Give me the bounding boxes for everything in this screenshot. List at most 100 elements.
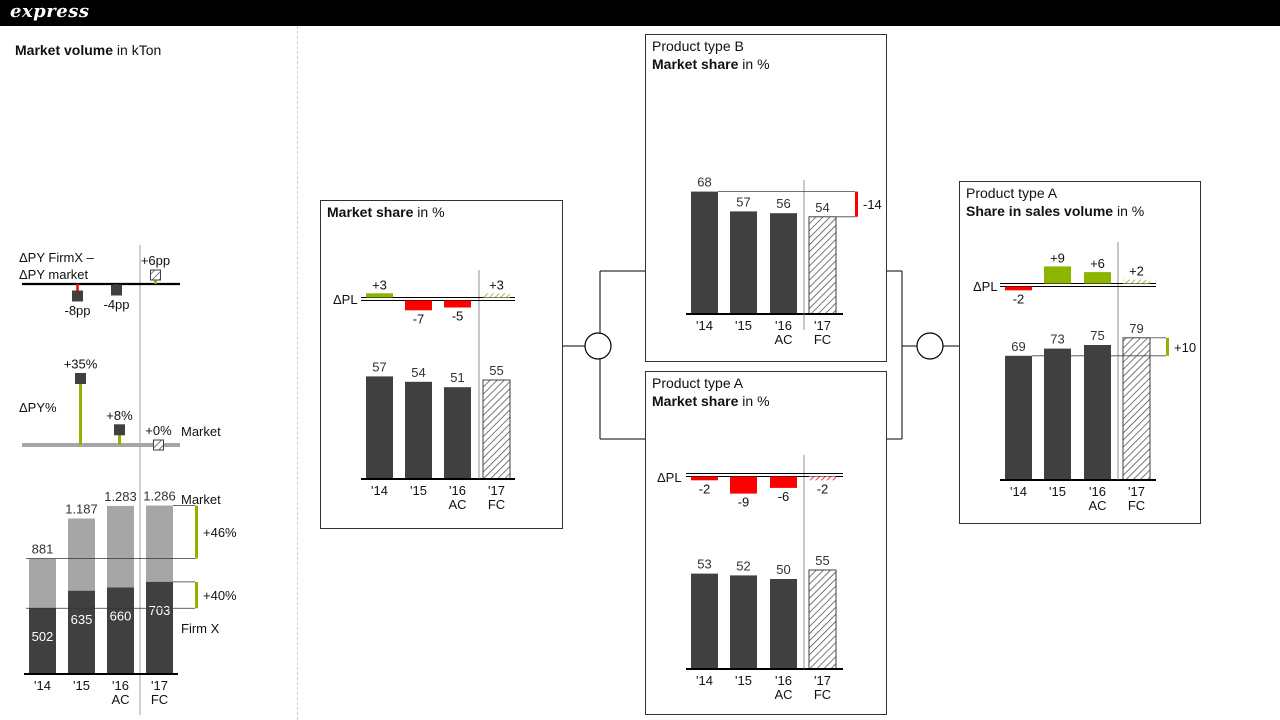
panel-product-a-line1: Product type A	[652, 375, 744, 391]
dpy-marker-1	[75, 373, 86, 384]
volume-category-3: '17	[151, 678, 168, 693]
dpl-label-product-a-sales-share-1: +9	[1050, 250, 1065, 265]
firm-diff-label: +40%	[203, 588, 237, 603]
dpl-bar-product-a-market-share-2	[770, 476, 797, 488]
diff-label-product-a-sales-share: +10	[1174, 340, 1196, 355]
dpp-label-line1: ΔPY FirmX –	[19, 250, 94, 265]
category-sub-product-a-market-share-3: FC	[814, 687, 831, 702]
panel-product-b: Product type B Market share in %	[645, 34, 887, 362]
value-label-product-a-sales-share-1: 73	[1050, 332, 1064, 347]
panel-sales-volume-title-bold: Share in sales volume	[966, 203, 1114, 219]
panel-product-b-title: Market share in %	[652, 56, 770, 72]
category-sub-market-share-2: AC	[448, 497, 466, 512]
dpl-label-market-share-2: -5	[452, 309, 464, 324]
value-label-market-share-3: 55	[489, 363, 503, 378]
category-sub-market-share-3: FC	[488, 497, 505, 512]
bar-market-share-1	[405, 381, 432, 479]
dpl-label-product-a-market-share-3: -2	[817, 481, 829, 496]
category-sub-product-b-market-share-2: AC	[774, 332, 792, 347]
dpl-bar-product-a-sales-share-0	[1005, 286, 1032, 291]
panel-sales-volume-title-unit: in %	[1113, 203, 1145, 219]
panel-market-share-title-unit: in %	[413, 204, 445, 220]
dpl-bar-market-share-3	[483, 293, 510, 298]
value-label-product-a-sales-share-0: 69	[1011, 339, 1025, 354]
dpl-axis-label-sales-volume: ΔPL	[973, 279, 998, 294]
bar-product-a-sales-share-0	[1005, 355, 1032, 480]
left-title: Market volume in kTon	[15, 42, 161, 58]
dpp-value-label-2: -4pp	[103, 297, 129, 312]
dpl-label-product-a-sales-share-0: -2	[1013, 291, 1025, 306]
dpy-value-label-1: +35%	[64, 357, 98, 372]
volume-firm-label: Firm X	[181, 621, 220, 636]
value-label-product-b-market-share-3: 54	[815, 200, 829, 215]
panel-product-b-title-unit: in %	[738, 56, 770, 72]
panel-product-a: Product type A Market share in %	[645, 371, 887, 715]
dpl-label-product-a-market-share-1: -9	[738, 495, 750, 510]
dpl-label-market-share-0: +3	[372, 277, 387, 292]
bar-product-a-market-share-3	[808, 569, 837, 670]
firm-bar-2	[107, 587, 134, 674]
diff-label-product-b-market-share: -14	[863, 197, 882, 212]
dpy-marker-3	[153, 439, 164, 451]
market-diff-label: +46%	[203, 525, 237, 540]
value-label-market-share-1: 54	[411, 365, 425, 380]
dpl-bar-product-a-sales-share-1	[1044, 266, 1071, 284]
category-label-market-share-1: '15	[410, 483, 427, 498]
tree-connectors	[563, 270, 959, 440]
brand-logo: express	[10, 1, 90, 22]
market-value-label-2: 1.283	[104, 489, 137, 504]
firm-value-label-1: 635	[71, 612, 93, 627]
dpl-label-product-a-market-share-0: -2	[699, 481, 711, 496]
dpl-bar-product-a-market-share-3	[809, 476, 836, 481]
left-charts: -8pp -4pp +6pp +35% +8% +0% Market 881 '14 1.187 '…	[22, 245, 237, 715]
dpp-marker-1	[72, 290, 83, 302]
dpl-bar-product-a-market-share-0	[691, 476, 718, 481]
bar-product-b-market-share-3	[808, 216, 837, 315]
left-title-bold: Market volume	[15, 42, 114, 58]
firm-value-label-0: 502	[32, 629, 54, 644]
category-label-product-a-market-share-2: '16	[775, 673, 792, 688]
volume-category-sub-2: AC	[111, 692, 129, 707]
value-label-product-a-market-share-1: 52	[736, 558, 750, 573]
category-label-product-a-market-share-0: '14	[696, 673, 713, 688]
panel-product-b-line1: Product type B	[652, 38, 744, 54]
dpp-value-label-3: +6pp	[141, 253, 170, 268]
category-sub-product-b-market-share-3: FC	[814, 332, 831, 347]
value-label-market-share-2: 51	[450, 370, 464, 385]
bar-product-a-sales-share-2	[1084, 345, 1111, 480]
value-label-product-a-market-share-2: 50	[776, 562, 790, 577]
category-label-product-b-market-share-0: '14	[696, 318, 713, 333]
dpy-label: ΔPY%	[19, 400, 57, 415]
dpp-value-label-1: -8pp	[64, 303, 90, 318]
bar-market-share-3	[482, 379, 511, 480]
category-label-product-a-market-share-1: '15	[735, 673, 752, 688]
panel-product-a-title-unit: in %	[738, 393, 770, 409]
operator-circle-left	[584, 332, 612, 360]
category-label-product-b-market-share-3: '17	[814, 318, 831, 333]
category-sub-product-a-sales-share-2: AC	[1088, 498, 1106, 513]
dpl-axis-label-product-a: ΔPL	[657, 470, 682, 485]
diff-bar-product-b-market-share	[855, 191, 858, 217]
dpl-label-product-a-market-share-2: -6	[778, 489, 790, 504]
category-label-market-share-3: '17	[488, 483, 505, 498]
category-label-product-a-sales-share-2: '16	[1089, 484, 1106, 499]
firm-value-label-3: 703	[149, 603, 171, 618]
panel-market-share-title-bold: Market share	[327, 204, 414, 220]
dpl-bar-market-share-1	[405, 300, 432, 311]
bar-product-a-sales-share-3	[1122, 337, 1151, 481]
dpl-label-market-share-3: +3	[489, 277, 504, 292]
value-label-product-b-market-share-0: 68	[697, 175, 711, 190]
panel-sales-volume: Product type A Share in sales volume in …	[959, 181, 1201, 524]
market-value-label-0: 881	[32, 542, 54, 557]
category-label-market-share-2: '16	[449, 483, 466, 498]
panel-product-a-title: Market share in %	[652, 393, 770, 409]
volume-market-label: Market	[181, 492, 221, 507]
dpy-value-label-2: +8%	[106, 408, 133, 423]
bar-product-b-market-share-2	[770, 213, 797, 314]
diff-bar-product-a-sales-share	[1166, 337, 1169, 356]
category-label-product-a-sales-share-0: '14	[1010, 484, 1027, 499]
bar-product-a-market-share-1	[730, 575, 757, 669]
